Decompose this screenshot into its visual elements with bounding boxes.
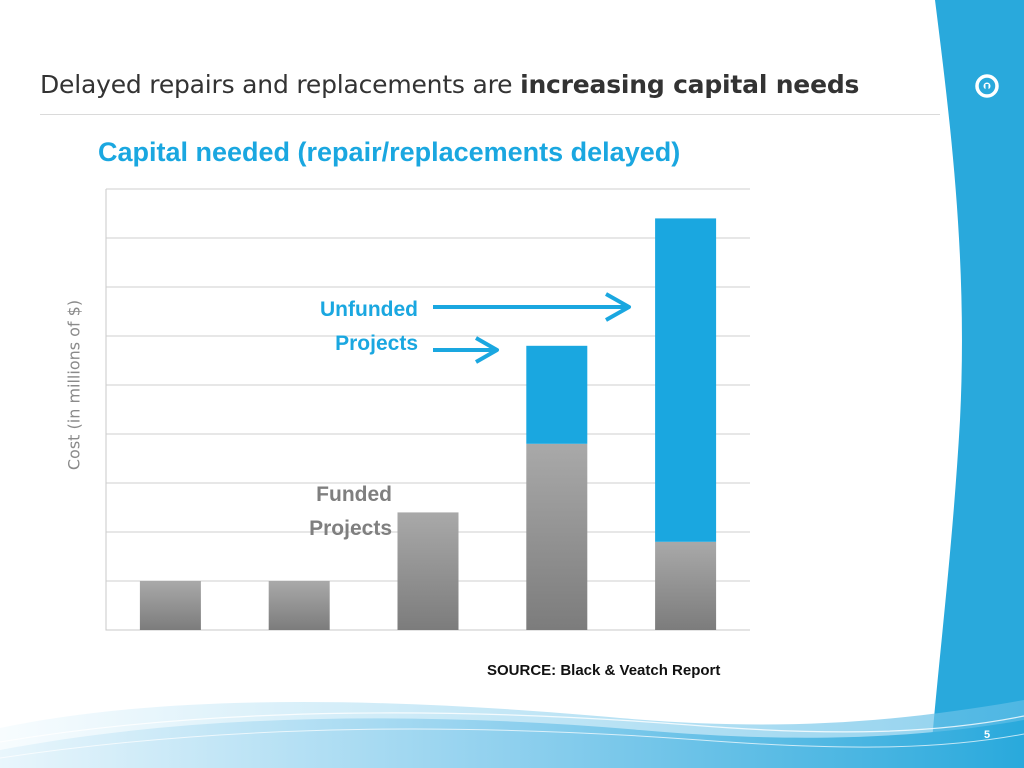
arrow-head-bar-5 xyxy=(605,292,631,322)
funded-bar-3 xyxy=(397,512,459,630)
funded-label-line2: Projects xyxy=(309,517,392,540)
grid-lines xyxy=(105,188,750,631)
unfunded-label-line1: Unfunded xyxy=(320,298,418,321)
funded-bar-2 xyxy=(268,581,330,630)
funded-bar-5 xyxy=(655,541,717,630)
arrow-head-bar-4 xyxy=(475,336,499,364)
funded-projects-label: Funded Projects xyxy=(250,478,392,546)
funded-bar-1 xyxy=(139,581,201,630)
unfunded-projects-label: Unfunded Projects xyxy=(270,293,418,361)
slide-title-plain: Delayed repairs and replacements are xyxy=(40,70,521,99)
slide-title: Delayed repairs and replacements are inc… xyxy=(40,70,859,99)
funded-label-line1: Funded xyxy=(316,483,392,506)
unfunded-bar-5 xyxy=(655,218,717,542)
bottom-wave-front xyxy=(0,718,1024,768)
unfunded-label-line2: Projects xyxy=(335,332,418,355)
right-blue-panel xyxy=(930,0,1024,768)
circle-logo-icon xyxy=(975,74,999,98)
source-note: SOURCE: Black & Veatch Report xyxy=(487,662,721,679)
slide-title-bold: increasing capital needs xyxy=(520,70,860,99)
unfunded-bar-4 xyxy=(526,345,588,444)
chart-title: Capital needed (repair/replacements dela… xyxy=(98,137,681,167)
bars xyxy=(139,218,717,630)
funded-bar-4 xyxy=(526,443,588,630)
title-divider xyxy=(40,114,940,115)
unfunded-arrows xyxy=(433,292,631,364)
page-number: 5 xyxy=(984,729,991,741)
